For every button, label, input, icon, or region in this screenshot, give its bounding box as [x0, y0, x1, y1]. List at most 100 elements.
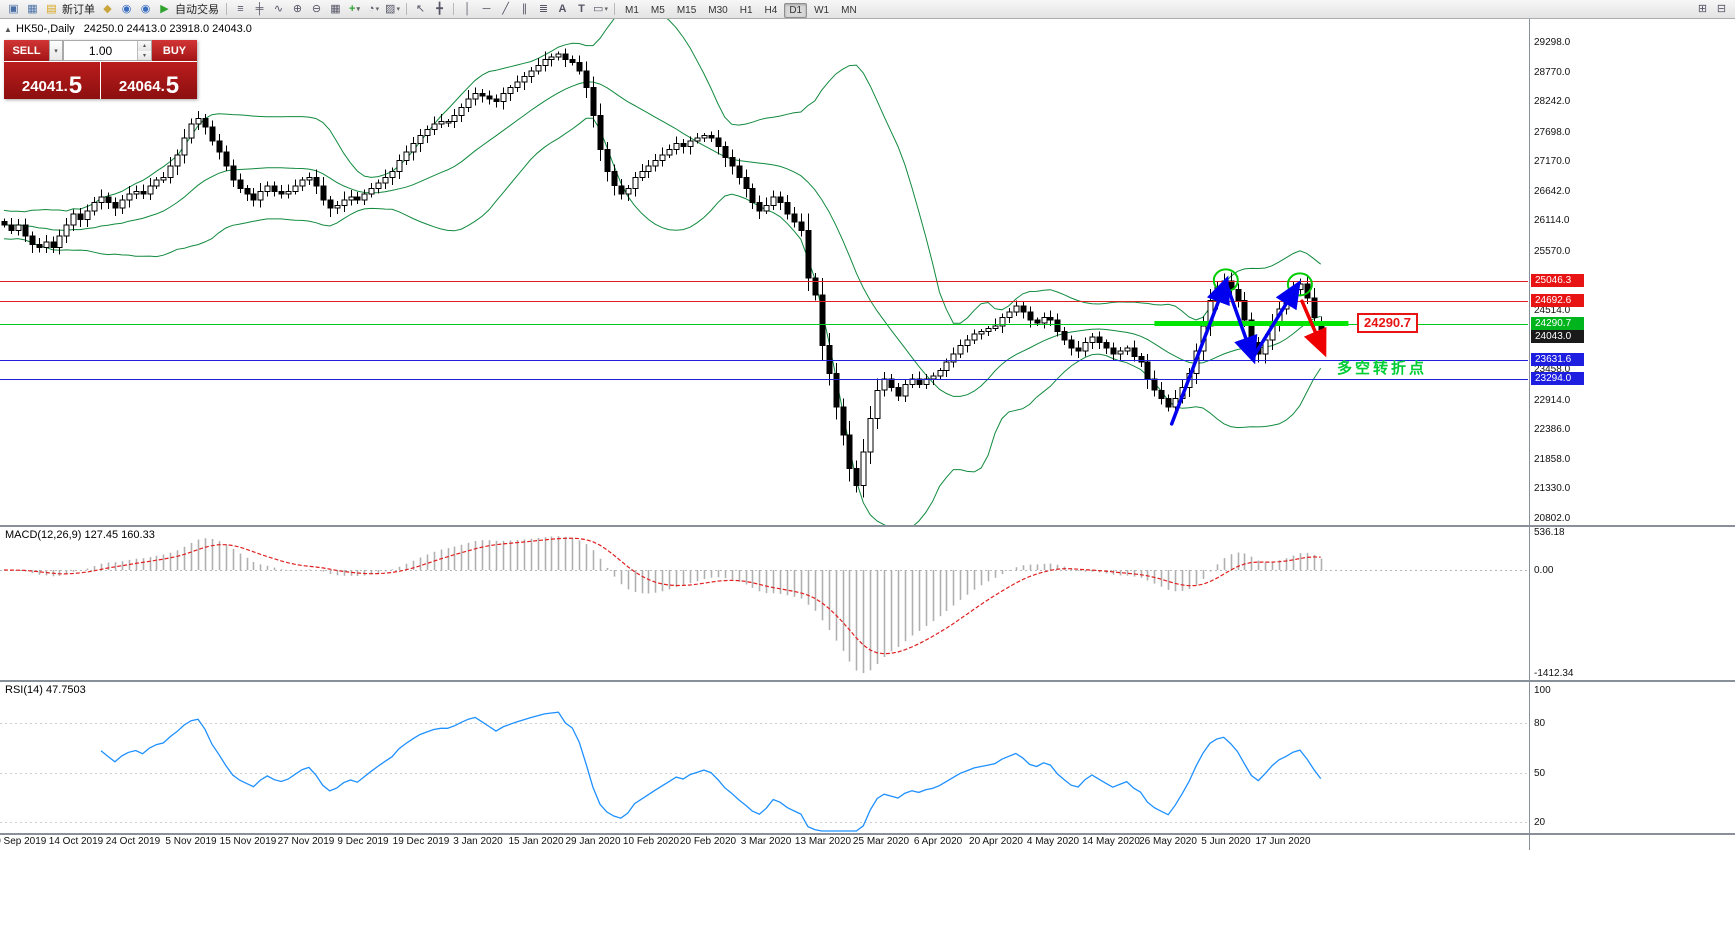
- date-axis-label: 15 Jan 2020: [508, 836, 564, 847]
- tile-windows-icon[interactable]: ▦: [330, 2, 341, 15]
- price-axis-separator: [1529, 19, 1530, 850]
- horizontal-line-tool-icon[interactable]: ─: [482, 2, 491, 15]
- sell-button[interactable]: SELL: [4, 40, 49, 61]
- tab-timeframe-m15[interactable]: M15: [676, 5, 697, 16]
- fibonacci-tool-icon[interactable]: ≣: [538, 2, 549, 15]
- rsi-axis-label: 20: [1534, 817, 1546, 828]
- toolbar-separator: [453, 3, 454, 15]
- bar-chart-icon[interactable]: ≡: [237, 2, 244, 15]
- buy-price-main: 24064.: [118, 78, 165, 95]
- one-click-collapse-icon[interactable]: ▲: [4, 25, 12, 34]
- date-axis-label: 25 Mar 2020: [852, 836, 910, 847]
- price-axis-tick: 22914.0: [1534, 395, 1571, 406]
- price-badge: 25046.3: [1531, 274, 1584, 287]
- candlestick-chart-icon[interactable]: ╪: [255, 2, 264, 15]
- date-axis-label: 3 Jan 2020: [453, 836, 503, 847]
- sell-price-pip: 5: [68, 72, 83, 99]
- trendline-tool-icon[interactable]: ╱: [502, 2, 509, 15]
- cursor-icon[interactable]: ↖: [415, 2, 426, 15]
- price-axis-tick: 26642.0: [1534, 186, 1571, 197]
- tab-timeframe-d1[interactable]: D1: [784, 3, 808, 18]
- lot-increment-icon[interactable]: ▴: [138, 41, 151, 51]
- new-chart-icon[interactable]: ▣: [8, 2, 19, 15]
- community-icon[interactable]: ◉: [121, 2, 132, 15]
- lot-dropdown-button[interactable]: ▾: [49, 40, 63, 61]
- profiles-icon[interactable]: ▦: [27, 2, 38, 15]
- price-badge: 24043.0: [1531, 330, 1584, 343]
- ohlc-values: 24250.0 24413.0 23918.0 24043.0: [83, 23, 252, 35]
- vertical-line-tool-icon[interactable]: │: [464, 2, 471, 15]
- indicators-icon[interactable]: + ▾: [349, 2, 360, 15]
- market-icon[interactable]: ◉: [140, 2, 151, 15]
- price-axis-tick: 29298.0: [1534, 37, 1571, 48]
- date-axis-label: 20 Apr 2020: [969, 836, 1023, 847]
- window-grid-icon[interactable]: ⊞: [1697, 2, 1708, 15]
- new-order-button[interactable]: 新订单: [62, 4, 95, 16]
- macd-axis-label: 536.18: [1534, 527, 1565, 538]
- lot-decrement-icon[interactable]: ▾: [138, 50, 151, 60]
- shapes-tool-icon[interactable]: ▭ ▾: [593, 2, 608, 15]
- price-badge: 23294.0: [1531, 372, 1584, 385]
- rsi-panel-splitter[interactable]: [0, 680, 1735, 683]
- magnifier-icon[interactable]: ⊟: [1716, 2, 1727, 15]
- date-axis-label: 20 Feb 2020: [679, 836, 737, 847]
- periods-icon[interactable]: ◔ ▾: [367, 2, 380, 15]
- tab-timeframe-m1[interactable]: M1: [625, 5, 639, 16]
- buy-button[interactable]: BUY: [152, 40, 197, 61]
- crosshair-icon[interactable]: ╋: [436, 2, 443, 15]
- price-axis-tick: 21858.0: [1534, 454, 1571, 465]
- lot-stepper[interactable]: ▴ ▾: [137, 41, 151, 60]
- templates-icon[interactable]: ▨ ▾: [385, 2, 400, 15]
- price-badge: 24290.7: [1531, 317, 1584, 330]
- price-badge: 23631.6: [1531, 353, 1584, 366]
- date-axis-splitter: [0, 833, 1735, 836]
- buy-price-button[interactable]: 24064. 5: [101, 62, 197, 99]
- price-axis-tick: 20802.0: [1534, 513, 1571, 524]
- sell-price-button[interactable]: 24041. 5: [4, 62, 100, 99]
- toolbar-separator: [406, 3, 407, 15]
- date-axis-label: 27 Nov 2019: [277, 836, 335, 847]
- price-badge: 24692.6: [1531, 294, 1584, 307]
- macd-axis-label: -1412.34: [1534, 668, 1574, 679]
- tab-timeframe-m5[interactable]: M5: [650, 5, 665, 16]
- lot-size-input[interactable]: 1.00: [88, 43, 113, 58]
- rsi-axis-label: 80: [1534, 718, 1546, 729]
- metaeditor-icon[interactable]: ◆: [103, 2, 112, 15]
- chart-header: HK50-,Daily 24250.0 24413.0 23918.0 24043…: [16, 23, 252, 35]
- symbol-period-label: HK50-,Daily: [16, 23, 75, 35]
- price-axis-tick: 28770.0: [1534, 67, 1571, 78]
- date-axis-label: 5 Nov 2019: [165, 836, 217, 847]
- zoom-out-icon[interactable]: ⊖: [311, 2, 322, 15]
- buy-price-pip: 5: [165, 72, 180, 99]
- tab-timeframe-h1[interactable]: H1: [739, 5, 753, 16]
- autotrading-button[interactable]: 自动交易: [175, 4, 219, 16]
- date-axis-label: 9 Dec 2019: [337, 836, 389, 847]
- macd-label: MACD(12,26,9) 127.45 160.33: [5, 529, 155, 541]
- date-axis-label: 4 May 2020: [1026, 836, 1080, 847]
- tab-timeframe-m30[interactable]: M30: [708, 5, 728, 16]
- rsi-label: RSI(14) 47.7503: [5, 684, 86, 696]
- tab-timeframe-mn[interactable]: MN: [841, 5, 857, 16]
- zoom-in-icon[interactable]: ⊕: [292, 2, 303, 15]
- macd-panel-splitter[interactable]: [0, 525, 1735, 528]
- date-axis-label: 14 Oct 2019: [48, 836, 104, 847]
- rsi-axis-label: 50: [1534, 768, 1546, 779]
- tab-timeframe-w1[interactable]: W1: [814, 5, 830, 16]
- new-order-icon[interactable]: ▤: [46, 2, 57, 15]
- text-tool-icon[interactable]: A: [558, 2, 567, 15]
- toolbar-separator: [614, 3, 615, 15]
- tab-timeframe-h4[interactable]: H4: [764, 5, 778, 16]
- date-axis-label: 6 Apr 2020: [913, 836, 963, 847]
- toolbar: ▣ ▦ ▤ 新订单 ◆ ◉ ◉ ▶ 自动交易 ≡ ╪ ∿ ⊕ ⊖ ▦ + ▾ ◔ ▾…: [0, 0, 1735, 19]
- line-chart-icon[interactable]: ∿: [273, 2, 284, 15]
- date-axis-label: 3 Mar 2020: [740, 836, 792, 847]
- label-tool-icon[interactable]: T: [578, 2, 585, 15]
- date-axis-label: 30 Sep 2019: [0, 836, 47, 847]
- macd-axis-label: 0.00: [1534, 565, 1554, 576]
- toolbar-separator: [226, 3, 227, 15]
- price-axis-tick: 21330.0: [1534, 483, 1571, 494]
- autotrading-icon[interactable]: ▶: [160, 2, 169, 15]
- channel-tool-icon[interactable]: ∥: [521, 2, 528, 15]
